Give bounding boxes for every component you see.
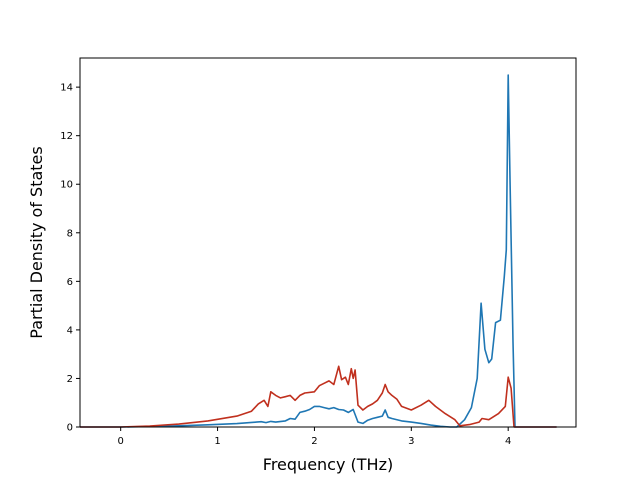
x-tick-label: 1 — [214, 436, 220, 447]
y-tick-label: 4 — [67, 325, 73, 336]
y-axis-ticks: 0 2 4 6 8 10 12 14 — [60, 83, 80, 434]
x-tick-label: 2 — [311, 436, 317, 447]
series-line-1 — [80, 74, 557, 428]
x-axis-ticks: 0 1 2 3 4 — [118, 427, 511, 447]
plot-area — [80, 74, 557, 428]
series-line-2 — [80, 365, 557, 428]
y-axis-label: Partial Density of States — [27, 146, 46, 338]
y-tick-label: 10 — [60, 180, 73, 191]
x-tick-label: 0 — [118, 436, 124, 447]
plot-frame — [79, 57, 577, 428]
x-axis-label: Frequency (THz) — [263, 455, 393, 474]
y-tick-label: 8 — [67, 228, 73, 239]
y-tick-label: 2 — [67, 374, 73, 385]
x-tick-label: 4 — [505, 436, 511, 447]
y-tick-label: 12 — [60, 131, 73, 142]
y-tick-label: 6 — [67, 277, 73, 288]
y-tick-label: 14 — [60, 83, 73, 94]
y-tick-label: 0 — [67, 423, 73, 434]
x-tick-label: 3 — [408, 436, 414, 447]
